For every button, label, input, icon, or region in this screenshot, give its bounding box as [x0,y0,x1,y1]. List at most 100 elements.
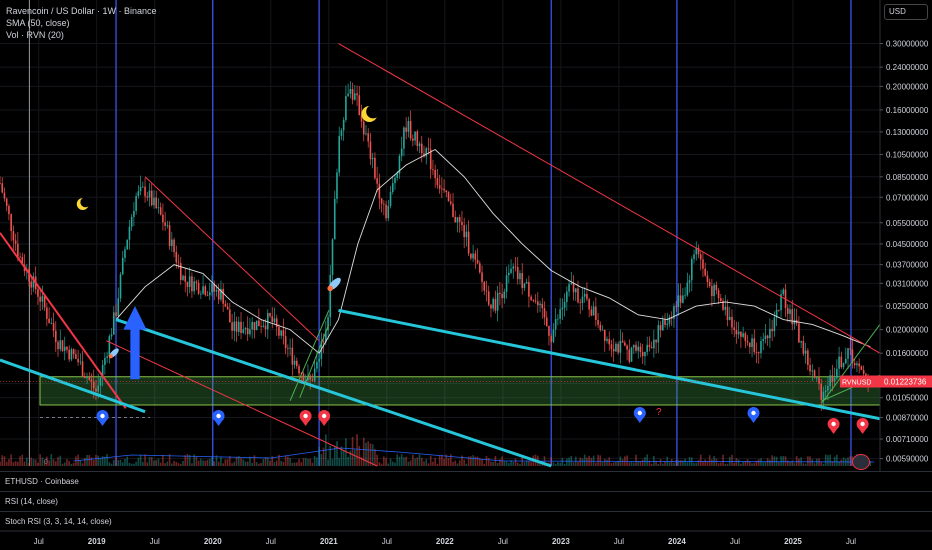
volume-bar [802,463,805,466]
ethusd-pane-label: ETHUSD · Coinbase [5,477,79,486]
candle-body [597,320,599,325]
candle-body [778,309,780,311]
candle-body [764,335,767,340]
candle-body [264,325,267,330]
volume-bar [407,461,410,466]
candle-body [287,348,289,349]
volume-bar [757,459,760,466]
volume-legend[interactable]: Vol · RVN (20) [6,30,64,40]
candle-body [481,272,483,283]
candle-body [532,300,535,301]
volume-bar [673,462,675,466]
volume-bar [557,462,559,466]
rocket-icon-flame [108,354,113,359]
candle-body [342,120,345,131]
volume-bar [175,461,178,466]
volume-bar [173,460,175,466]
candle-body [574,288,577,293]
candle-body [637,346,640,351]
price-axis: 0.30000000 0.24000000 0.20000000 0.16000000… [0,0,932,471]
candle-body [510,268,512,273]
volume-bar [503,461,506,466]
candle-body [229,309,231,323]
candle-body [673,306,675,319]
volume-bar [510,460,512,466]
candle-body [842,363,845,368]
candle-body [550,335,553,342]
candle-body [168,225,171,247]
volume-bar [403,457,405,466]
volume-bar [43,460,46,466]
candle-body [186,281,189,288]
symbol-title[interactable]: Ravencoin / US Dollar · 1W · Binance [6,6,157,16]
candle-body [231,322,233,331]
volume-bar [476,456,479,466]
candle-body [166,225,169,226]
candle-body [478,263,481,273]
candle-body [438,185,441,189]
volume-bar [762,462,765,466]
candle-body [0,183,1,184]
stoch-rsi-pane[interactable]: Stoch RSI (3, 3, 14, 14, close) [0,511,932,532]
volume-bar [8,459,10,466]
candle-body [856,363,858,366]
price-tick-label: 0.01600000 [886,349,929,358]
volume-bar [679,460,682,466]
candles [0,81,872,411]
volume-bar [740,463,742,466]
time-axis: Jul 2019 Jul 2020 Jul 2021 Jul 2022 Jul 2023 Jul 20… [0,530,932,550]
candle-body [610,344,613,349]
candle-body [260,326,262,327]
time-tick-label: 2020 [204,537,222,546]
volume-bar [784,456,787,466]
volume-bar [807,456,809,466]
candle-body [148,190,151,198]
volume-bar [554,463,557,466]
candle-body [416,131,419,147]
volume-bar [385,457,387,466]
candle-body [717,290,720,299]
blue-pin-icon-tip [748,416,759,423]
volume-bar [869,461,872,466]
volume-bar [483,463,486,466]
candle-body [70,349,73,360]
volume-bar [481,459,483,466]
volume-bar [222,463,224,466]
candle-body [235,321,238,332]
volume-bar [117,460,120,466]
volume-bar [336,441,338,466]
ethusd-pane[interactable]: ETHUSD · Coinbase [0,471,932,492]
candle-body [554,319,557,330]
rsi-pane[interactable]: RSI (14, close) [0,491,932,512]
candle-body [780,294,782,311]
price-tick-label: 0.07000000 [886,193,929,202]
candle-body [487,291,490,305]
volume-bar [142,461,144,466]
candle-body [483,282,486,291]
sma-legend[interactable]: SMA (50, close) [6,18,70,28]
candle-body [512,266,515,269]
price-tick-label: 0.03700000 [886,261,929,270]
candle-body [775,309,778,318]
candle-body [354,93,356,100]
candle-body [144,186,146,197]
candle-body [253,322,256,331]
volume-bar [786,460,789,466]
candle-body [99,377,102,386]
volume-bar [17,461,19,466]
candle-body [528,282,530,297]
candle-body [66,346,68,350]
volume-bar [528,461,530,466]
volume-bar [447,458,450,466]
candle-body [800,341,802,343]
volume-bar [115,456,117,466]
candle-body [296,360,298,367]
flag-icon[interactable] [852,454,870,470]
candle-body [552,329,555,342]
currency-button[interactable]: USD [884,4,928,20]
volume-bar [378,462,381,466]
candle-body [563,301,566,308]
candle-body [72,349,75,355]
volume-bar [237,456,240,466]
